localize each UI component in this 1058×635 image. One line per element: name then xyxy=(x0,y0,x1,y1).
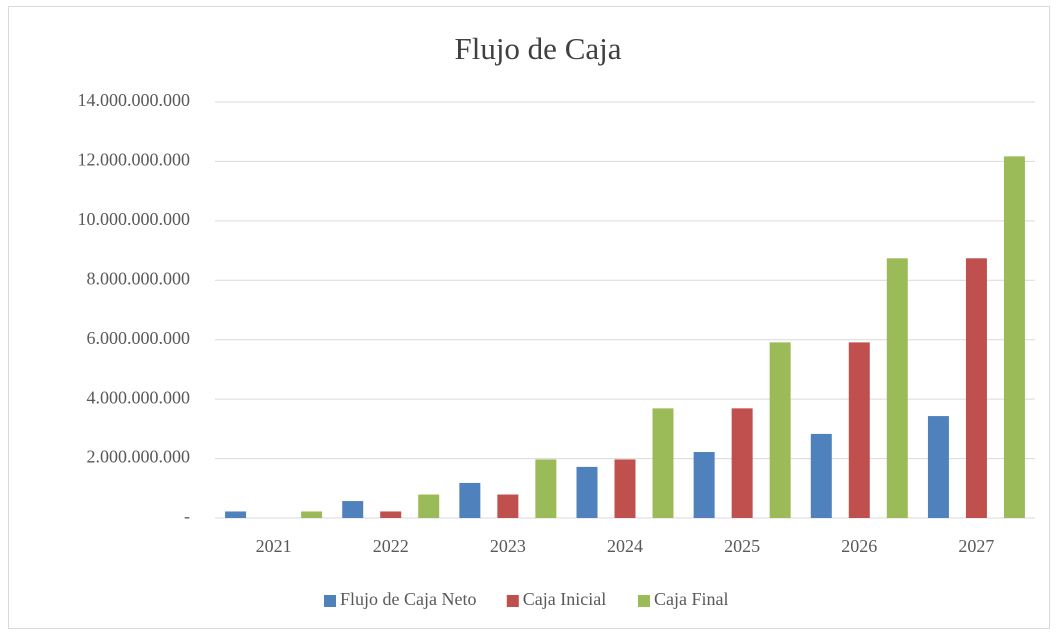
y-tick-label: 8.000.000.000 xyxy=(87,268,191,288)
bar xyxy=(927,416,949,518)
legend-swatch xyxy=(506,595,519,607)
y-tick-label: 14.000.000.000 xyxy=(78,90,191,110)
bar xyxy=(497,494,519,518)
x-tick-label: 2022 xyxy=(373,536,409,556)
chart-title: Flujo de Caja xyxy=(454,31,621,66)
x-tick-label: 2025 xyxy=(724,536,760,556)
bar xyxy=(810,433,832,518)
bar xyxy=(614,459,636,518)
bar xyxy=(886,258,908,518)
bar xyxy=(652,408,674,518)
legend-swatch xyxy=(324,595,336,607)
bar xyxy=(731,408,753,518)
y-tick-label: 12.000.000.000 xyxy=(78,150,191,170)
chart-border xyxy=(8,6,1050,629)
legend-swatch xyxy=(638,595,650,607)
bar xyxy=(301,511,323,518)
bar xyxy=(848,342,870,518)
y-tick-label: 10.000.000.000 xyxy=(78,209,191,229)
bar xyxy=(576,466,598,518)
bar xyxy=(769,342,791,518)
legend-label: Caja Inicial xyxy=(523,589,606,609)
bar xyxy=(225,511,247,518)
x-tick-label: 2027 xyxy=(958,536,994,556)
bar xyxy=(380,511,402,518)
y-tick-label: 2.000.000.000 xyxy=(87,447,191,467)
legend-label: Flujo de Caja Neto xyxy=(340,589,476,609)
bar xyxy=(1003,156,1025,518)
bar xyxy=(342,501,364,518)
bar xyxy=(535,459,557,518)
bar xyxy=(693,452,715,518)
bar xyxy=(459,482,481,518)
bar xyxy=(965,258,987,518)
bar xyxy=(418,494,440,518)
x-tick-label: 2023 xyxy=(490,536,526,556)
legend-label: Caja Final xyxy=(654,589,729,609)
x-tick-label: 2021 xyxy=(256,536,292,556)
x-tick-label: 2026 xyxy=(841,536,877,556)
x-tick-label: 2024 xyxy=(607,536,643,556)
y-tick-label: 6.000.000.000 xyxy=(87,328,191,348)
y-tick-label: 4.000.000.000 xyxy=(87,387,191,407)
y-tick-label: - xyxy=(184,506,190,526)
